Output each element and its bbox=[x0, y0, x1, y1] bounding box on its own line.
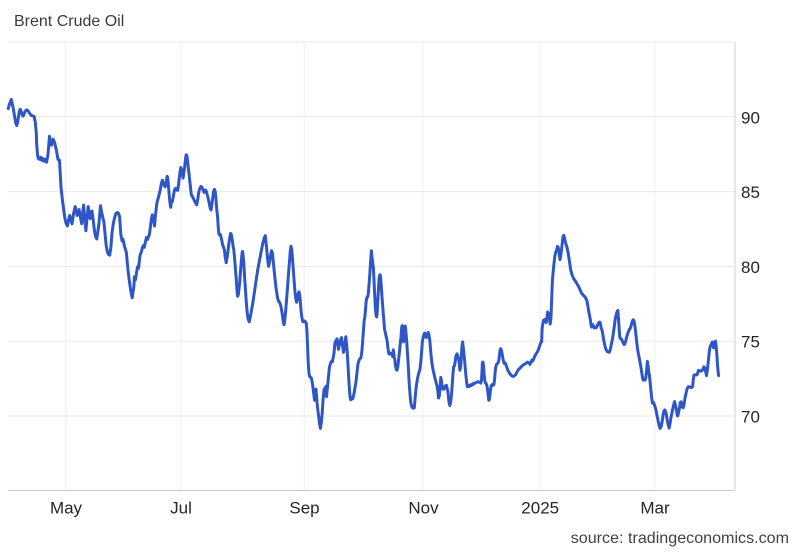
svg-text:Mar: Mar bbox=[640, 499, 670, 518]
svg-text:75: 75 bbox=[741, 333, 760, 352]
svg-text:Sep: Sep bbox=[289, 499, 319, 518]
svg-text:Jul: Jul bbox=[170, 499, 192, 518]
svg-text:90: 90 bbox=[741, 108, 760, 127]
svg-text:May: May bbox=[50, 499, 83, 518]
svg-text:2025: 2025 bbox=[521, 499, 559, 518]
svg-text:70: 70 bbox=[741, 408, 760, 427]
svg-text:80: 80 bbox=[741, 258, 760, 277]
svg-text:85: 85 bbox=[741, 183, 760, 202]
svg-text:Nov: Nov bbox=[408, 499, 439, 518]
